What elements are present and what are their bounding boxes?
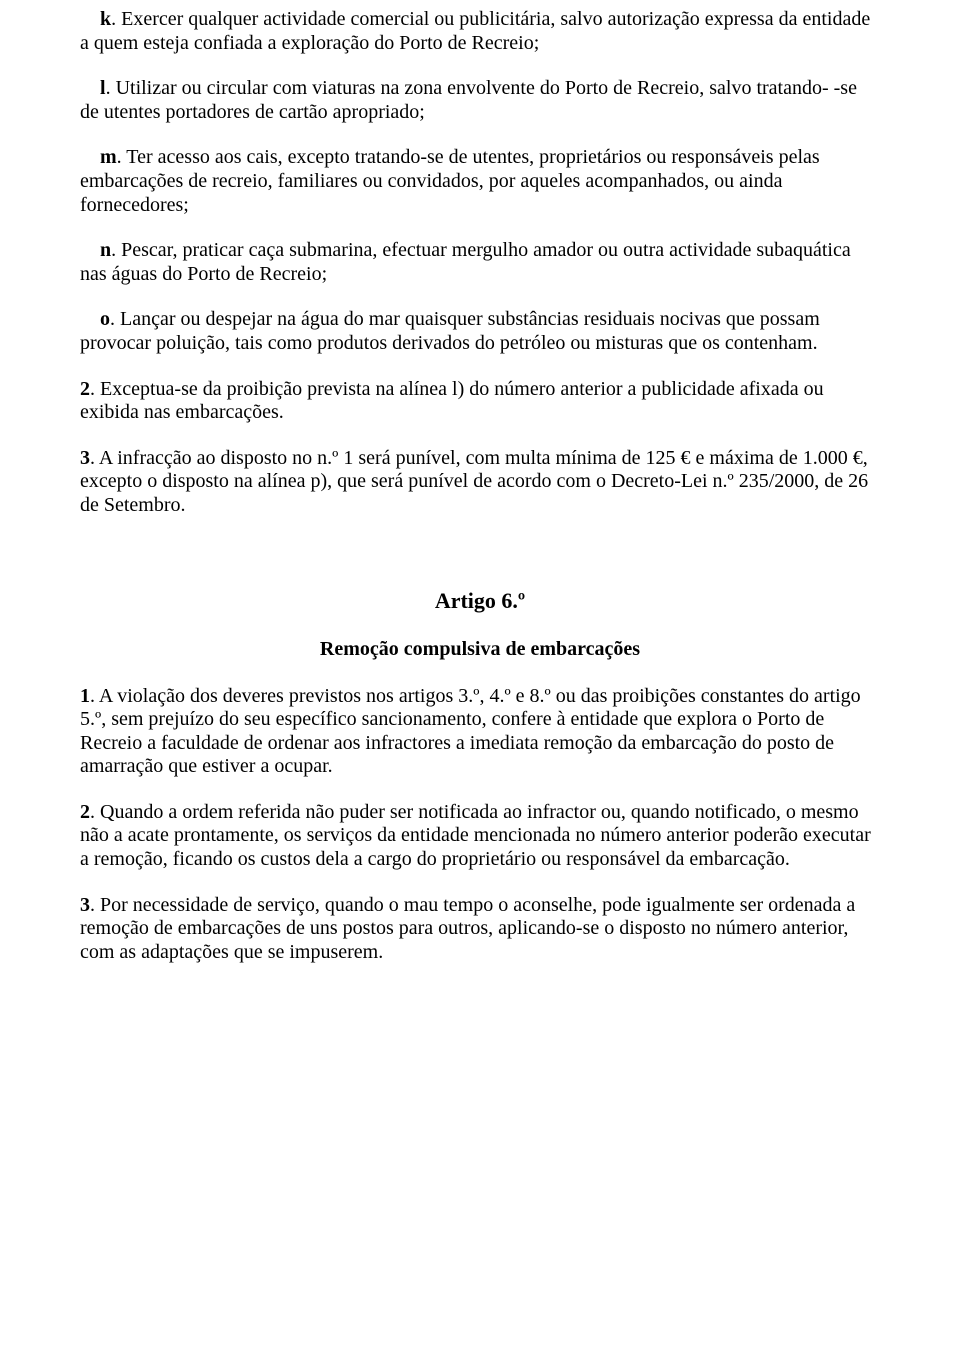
lead-container	[80, 146, 100, 168]
text-a6-1: . A violação dos deveres previstos nos a…	[80, 685, 861, 778]
lead-letter-m: m	[100, 146, 117, 168]
text-k: . Exercer qualquer actividade comercial …	[80, 8, 870, 54]
lead-num-a6-3: 3	[80, 894, 90, 916]
text-2: . Exceptua-se da proibição prevista na a…	[80, 378, 824, 424]
lead-letter-o: o	[100, 308, 110, 330]
text-l: . Utilizar ou circular com viaturas na z…	[80, 77, 857, 123]
lead-container	[80, 308, 100, 330]
lead-container	[80, 8, 100, 30]
lead-num-a6-1: 1	[80, 685, 90, 707]
paragraph-l: l. Utilizar ou circular com viaturas na …	[80, 77, 880, 124]
text-n: . Pescar, praticar caça submarina, efect…	[80, 239, 851, 285]
paragraph-k: k. Exercer qualquer actividade comercial…	[80, 8, 880, 55]
article6-paragraph-1: 1. A violação dos deveres previstos nos …	[80, 685, 880, 779]
text-a6-3: . Por necessidade de serviço, quando o m…	[80, 894, 855, 963]
paragraph-m: m. Ter acesso aos cais, excepto tratando…	[80, 146, 880, 217]
lead-letter-k: k	[100, 8, 111, 30]
lead-container	[80, 77, 100, 99]
lead-container	[80, 239, 100, 261]
lead-num-3: 3	[80, 447, 90, 469]
article-6-subtitle: Remoção compulsiva de embarcações	[80, 638, 880, 661]
lead-num-2: 2	[80, 378, 90, 400]
paragraph-o: o. Lançar ou despejar na água do mar qua…	[80, 308, 880, 355]
text-a6-2: . Quando a ordem referida não puder ser …	[80, 801, 871, 870]
article6-paragraph-2: 2. Quando a ordem referida não puder ser…	[80, 801, 880, 872]
paragraph-2: 2. Exceptua-se da proibição prevista na …	[80, 378, 880, 425]
paragraph-n: n. Pescar, praticar caça submarina, efec…	[80, 239, 880, 286]
article-6-title: Artigo 6.º	[80, 588, 880, 614]
paragraph-3: 3. A infracção ao disposto no n.º 1 será…	[80, 447, 880, 518]
text-m: . Ter acesso aos cais, excepto tratando-…	[80, 146, 820, 215]
lead-letter-n: n	[100, 239, 111, 261]
text-3: . A infracção ao disposto no n.º 1 será …	[80, 447, 868, 516]
lead-num-a6-2: 2	[80, 801, 90, 823]
article6-paragraph-3: 3. Por necessidade de serviço, quando o …	[80, 894, 880, 965]
text-o: . Lançar ou despejar na água do mar quai…	[80, 308, 820, 354]
